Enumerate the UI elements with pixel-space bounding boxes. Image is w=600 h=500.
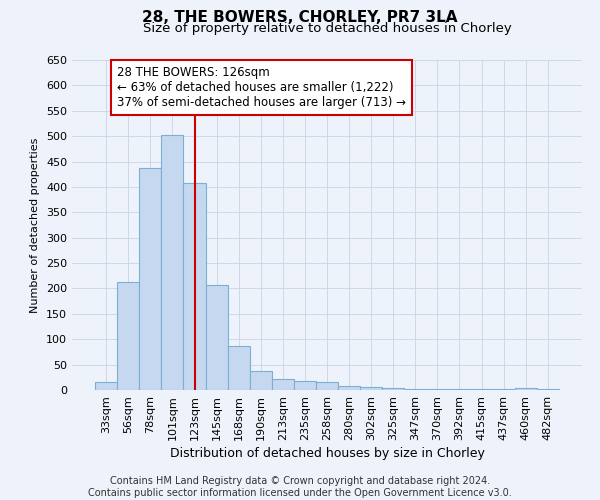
Text: 28, THE BOWERS, CHORLEY, PR7 3LA: 28, THE BOWERS, CHORLEY, PR7 3LA — [142, 10, 458, 25]
Text: Contains HM Land Registry data © Crown copyright and database right 2024.
Contai: Contains HM Land Registry data © Crown c… — [88, 476, 512, 498]
Bar — [404, 389, 427, 390]
Bar — [161, 134, 184, 390]
Bar — [117, 282, 139, 390]
Bar — [250, 370, 272, 390]
Bar — [184, 183, 206, 390]
Bar — [95, 382, 117, 390]
Bar — [206, 285, 227, 390]
Y-axis label: Number of detached properties: Number of detached properties — [31, 138, 40, 312]
Bar — [360, 388, 382, 390]
Bar — [294, 381, 316, 390]
Bar — [272, 379, 294, 390]
Bar — [316, 382, 338, 390]
Bar — [515, 388, 537, 390]
Bar — [470, 389, 493, 390]
Bar — [139, 168, 161, 390]
Bar — [493, 389, 515, 390]
Title: Size of property relative to detached houses in Chorley: Size of property relative to detached ho… — [143, 22, 511, 35]
Bar — [448, 389, 470, 390]
Bar — [382, 388, 404, 390]
X-axis label: Distribution of detached houses by size in Chorley: Distribution of detached houses by size … — [170, 447, 484, 460]
Text: 28 THE BOWERS: 126sqm
← 63% of detached houses are smaller (1,222)
37% of semi-d: 28 THE BOWERS: 126sqm ← 63% of detached … — [116, 66, 406, 109]
Bar — [338, 386, 360, 390]
Bar — [227, 346, 250, 390]
Bar — [537, 389, 559, 390]
Bar — [427, 389, 448, 390]
